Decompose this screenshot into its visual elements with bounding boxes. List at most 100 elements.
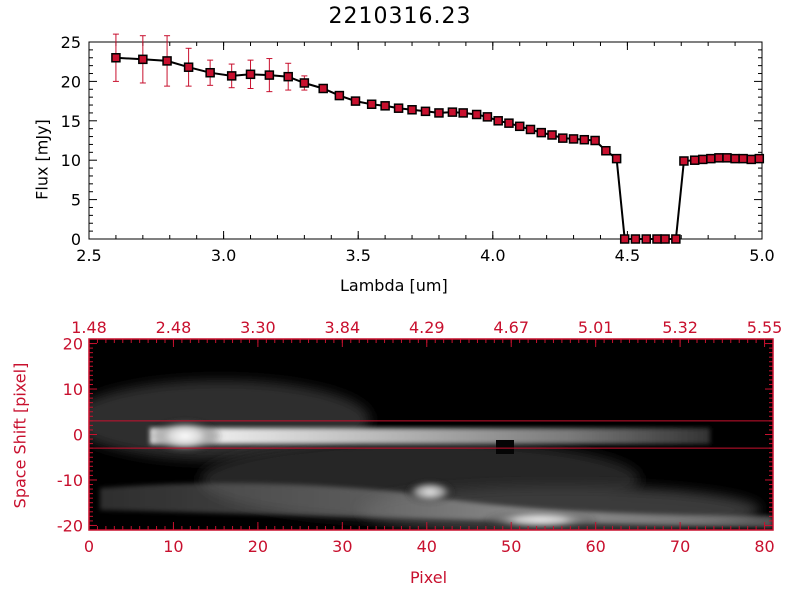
data-point [264,70,275,80]
spectrum-x-axis-label: Lambda [um] [340,276,448,295]
image-x-tick-label: 80 [754,537,774,556]
image-x-tick-label: 50 [501,537,521,556]
data-point [698,154,708,165]
data-point [482,112,493,122]
data-point [652,234,662,244]
spatial-image-plot: 0 10 20 30 40 50 60 70 80 -20 -10 0 10 20 1.48 2.48 3.… [57,318,783,556]
spectrum-y-tick-label: 10 [61,151,81,170]
spectrum-y-tick-label: 15 [61,112,81,131]
spectrum-x-ticks: 2.5 3.0 3.5 4.0 4.5 5.0 [76,42,775,265]
image-content [89,380,773,530]
data-point [536,127,547,138]
data-point [514,121,525,132]
data-point [689,155,700,165]
data-point [568,134,579,144]
image-top-wavelength-ticks: 1.48 2.48 3.30 3.84 4.29 4.67 5.01 5.32 5.55 [71,318,782,347]
data-point [730,153,740,164]
data-point [738,153,748,164]
data-point [138,54,148,65]
data-point [420,106,431,117]
image-x-tick-label: 60 [585,537,605,556]
image-top-tick-label: 4.29 [409,318,445,337]
spectrum-x-tick-label: 2.5 [76,246,101,265]
spectrum-y-ticks: 0 5 10 15 20 25 [61,33,762,249]
data-point [504,118,514,128]
data-point [579,134,590,145]
data-point [722,153,732,163]
image-y-tick-label: 10 [63,380,83,399]
image-top-tick-label: 4.67 [493,318,529,337]
data-point [558,133,568,143]
image-top-tick-label: 5.32 [662,318,698,337]
data-point [205,67,215,78]
data-point [611,153,622,164]
image-y-axis-label: Space Shift [pixel] [10,362,30,509]
image-y-ticks: -20 -10 0 10 20 [57,335,773,535]
data-point [746,154,756,165]
spectrum-y-tick-label: 5 [71,191,81,210]
data-point [226,71,237,81]
data-point [245,69,256,80]
image-y-tick-label: 20 [63,335,83,354]
data-point [630,234,641,244]
spectrum-x-tick-label: 3.0 [211,246,236,265]
data-point [162,56,172,66]
image-y-tick-label: -20 [57,516,83,535]
data-point [671,234,681,244]
image-y-tick-label: 0 [73,426,83,445]
data-point [706,153,716,164]
spectrum-y-axis-label: Flux [mJy] [32,119,52,200]
spectrum-plot: 2.5 3.0 3.5 4.0 4.5 5.0 0 5 10 15 20 25 [61,33,775,265]
image-x-tick-label: 70 [670,537,690,556]
data-point [350,96,361,106]
image-top-tick-label: 3.84 [325,318,361,337]
data-point [619,234,630,244]
spectrum-y-tick-label: 0 [71,230,81,249]
image-x-ticks: 0 10 20 30 40 50 60 70 80 [84,522,775,556]
image-top-tick-label: 5.01 [578,318,614,337]
data-point [434,108,444,118]
image-y-tick-label: -10 [57,471,83,490]
image-x-tick-label: 30 [332,537,352,556]
data-point [393,103,404,113]
data-point [380,101,390,111]
spectrum-y-tick-label: 25 [61,33,81,52]
data-point [714,153,724,163]
image-x-tick-label: 40 [417,537,437,556]
data-point [183,62,194,72]
spectrum-x-tick-label: 4.5 [615,246,640,265]
data-point [754,153,765,164]
image-top-tick-label: 5.55 [747,318,783,337]
image-x-tick-label: 0 [84,537,94,556]
spectrum-x-tick-label: 5.0 [749,246,774,265]
data-point [471,109,482,120]
data-point [458,108,468,118]
spectrum-x-tick-label: 3.5 [345,246,370,265]
data-point [525,124,536,135]
data-point [660,234,670,244]
spectrum-plot-frame [88,41,763,240]
data-point [590,135,600,146]
image-x-axis-label: Pixel [410,568,448,587]
data-point [679,156,689,166]
spectrum-markers [111,53,765,244]
data-point [366,99,377,110]
data-point [447,107,458,117]
image-x-tick-label: 20 [248,537,268,556]
spectrum-error-bars [112,33,763,164]
image-top-tick-label: 2.48 [156,318,192,337]
data-point [299,78,310,88]
data-point [283,71,293,82]
data-point [641,234,651,244]
data-point [601,145,611,156]
image-x-tick-label: 10 [163,537,183,556]
data-point [493,116,503,126]
data-point [334,90,345,101]
data-point [407,105,417,115]
spectrum-y-tick-label: 20 [61,72,81,91]
chart-title: 2210316.23 [328,4,472,29]
image-top-tick-label: 1.48 [71,318,107,337]
data-point [318,83,328,94]
spectrum-x-tick-label: 4.0 [480,246,505,265]
